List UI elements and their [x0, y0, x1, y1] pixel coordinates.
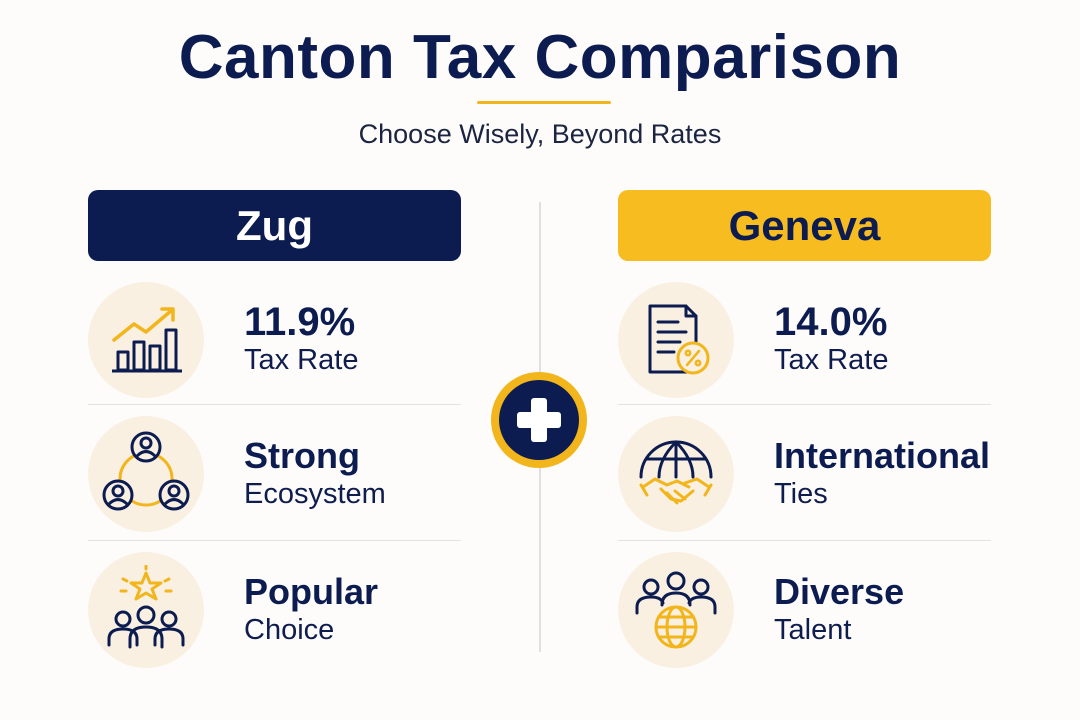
zug-tax-rate-value: 11.9%	[244, 300, 356, 344]
zug-panel: Zug 11.9% Tax Rate	[88, 190, 461, 668]
geneva-tax-rate-row: 14.0% Tax Rate	[618, 282, 991, 402]
geneva-tax-rate-text: 14.0% Tax Rate	[774, 302, 888, 378]
geneva-talent-row: Diverse Talent	[618, 552, 991, 672]
swiss-badge	[491, 372, 587, 468]
zug-tax-rate-row: 11.9% Tax Rate	[88, 282, 461, 402]
zug-popular-title: Popular	[244, 571, 379, 612]
page-subtitle: Choose Wisely, Beyond Rates	[358, 119, 722, 149]
geneva-talent-title: Diverse	[774, 571, 905, 612]
geneva-talent-text: Diverse Talent	[774, 572, 904, 648]
geneva-tax-rate-label: Tax Rate	[774, 344, 889, 376]
zug-ecosystem-title: Strong	[244, 435, 360, 476]
geneva-international-row: International Ties	[618, 416, 991, 536]
zug-ecosystem-row: Strong Ecosystem	[88, 416, 461, 536]
geneva-separator	[618, 404, 991, 405]
page-title: Canton Tax Comparison	[178, 23, 902, 92]
growth-chart-icon	[88, 282, 204, 398]
zug-separator	[88, 404, 461, 405]
title-underline	[477, 101, 611, 104]
globe-handshake-icon	[618, 416, 734, 532]
zug-popular-text: Popular Choice	[244, 572, 378, 648]
star-group-icon	[88, 552, 204, 668]
zug-popular-row: Popular Choice	[88, 552, 461, 672]
zug-popular-label: Choice	[244, 614, 335, 646]
geneva-panel: Geneva 14.0%	[618, 190, 991, 668]
geneva-header: Geneva	[618, 190, 991, 261]
geneva-international-title: International	[774, 435, 991, 476]
tax-document-icon	[618, 282, 734, 398]
people-globe-icon	[618, 552, 734, 668]
zug-header: Zug	[88, 190, 461, 261]
geneva-international-text: International Ties	[774, 436, 990, 512]
zug-tax-rate-label: Tax Rate	[244, 344, 359, 376]
swiss-cross-icon	[499, 380, 579, 460]
zug-tax-rate-text: 11.9% Tax Rate	[244, 302, 358, 378]
zug-ecosystem-label: Ecosystem	[244, 478, 386, 510]
geneva-separator	[618, 540, 991, 541]
network-people-icon	[88, 416, 204, 532]
geneva-talent-label: Talent	[774, 614, 852, 646]
zug-ecosystem-text: Strong Ecosystem	[244, 436, 386, 512]
zug-separator	[88, 540, 461, 541]
geneva-tax-rate-value: 14.0%	[774, 300, 888, 344]
geneva-international-label: Ties	[774, 478, 828, 510]
